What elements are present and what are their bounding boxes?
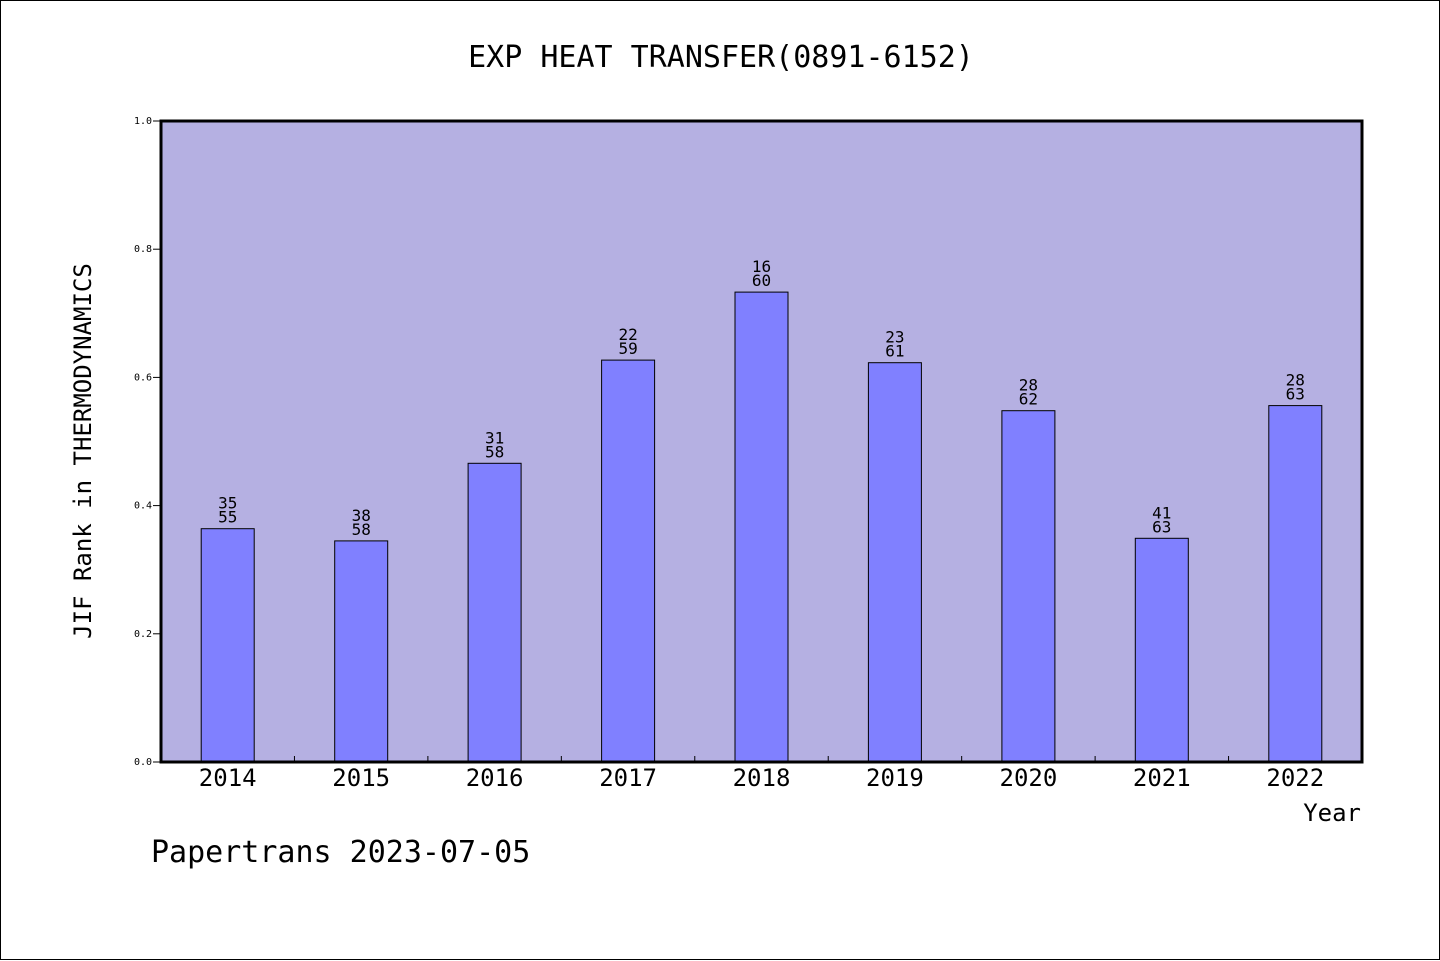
bar-2018 xyxy=(734,291,789,763)
x-tick-label-2015: 2015 xyxy=(332,764,390,792)
chart-title: EXP HEAT TRANSFER(0891-6152) xyxy=(468,40,974,75)
bar-2022 xyxy=(1268,405,1323,763)
x-tick-label-2017: 2017 xyxy=(599,764,657,792)
bar-2017 xyxy=(601,359,656,763)
bar-label-2014-line2: 55 xyxy=(218,508,237,527)
bar-label-2019-line1: 23 xyxy=(885,328,904,347)
x-tick-label-2022: 2022 xyxy=(1266,764,1324,792)
bar-label-2020-line2: 62 xyxy=(1019,390,1038,409)
bar-label-2021-line1: 41 xyxy=(1152,503,1171,522)
x-tick-label-2014: 2014 xyxy=(199,764,257,792)
bar-label-2015-line2: 58 xyxy=(352,520,371,539)
bar-label-2017-line1: 22 xyxy=(618,325,637,344)
y-axis-label: JIF Rank in THERMODYNAMICS xyxy=(69,263,97,639)
y-tick-label: 1.0 xyxy=(134,116,152,127)
bar-label-2016-line2: 58 xyxy=(485,442,504,461)
y-tick-label: 0.6 xyxy=(134,372,152,383)
bar-label-2017-line2: 59 xyxy=(618,339,637,358)
footer-source-date: Papertrans 2023-07-05 xyxy=(151,835,531,870)
y-tick-label: 0.8 xyxy=(134,244,152,255)
y-axis: 0.0 0.2 0.4 0.6 0.8 1.0 xyxy=(134,116,161,768)
bar-label-2014-line1: 35 xyxy=(218,494,237,513)
bar-2019 xyxy=(867,362,922,763)
x-tick-label-2016: 2016 xyxy=(466,764,524,792)
x-tick-label-2018: 2018 xyxy=(733,764,791,792)
bar-label-2021-line2: 63 xyxy=(1152,517,1171,536)
bar-2021 xyxy=(1134,537,1189,763)
bar-2020 xyxy=(1001,410,1056,763)
bar-label-2015-line1: 38 xyxy=(352,506,371,525)
x-tick-label-2020: 2020 xyxy=(1000,764,1058,792)
x-axis-label: Year xyxy=(1303,799,1361,827)
bar-label-2018-line2: 60 xyxy=(752,271,771,290)
bars-group xyxy=(200,291,1323,763)
bar-2014 xyxy=(200,528,255,763)
y-tick-label: 0.0 xyxy=(134,757,152,768)
x-tick-label-2019: 2019 xyxy=(866,764,924,792)
bar-label-2022-line2: 63 xyxy=(1286,385,1305,404)
plot-border xyxy=(159,119,1364,764)
x-axis: 2014 2015 2016 2017 2018 2019 2020 2021 2022 xyxy=(199,756,1324,792)
bar-label-2016-line1: 31 xyxy=(485,428,504,447)
bar-label-2018-line1: 16 xyxy=(752,257,771,276)
bar-2016 xyxy=(467,462,522,763)
bar-label-2019-line2: 61 xyxy=(885,342,904,361)
y-tick-label: 0.4 xyxy=(134,501,152,512)
bar-label-2020-line1: 28 xyxy=(1019,376,1038,395)
bar-label-2022-line1: 28 xyxy=(1286,371,1305,390)
x-tick-label-2021: 2021 xyxy=(1133,764,1191,792)
y-tick-label: 0.2 xyxy=(134,629,152,640)
bar-2015 xyxy=(334,540,389,763)
